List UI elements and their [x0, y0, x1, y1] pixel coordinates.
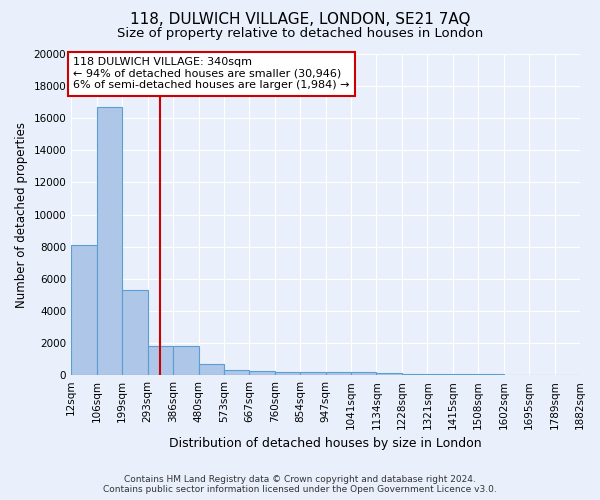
Bar — [250, 371, 275, 375]
Bar — [351, 372, 376, 375]
Text: Contains HM Land Registry data © Crown copyright and database right 2024.
Contai: Contains HM Land Registry data © Crown c… — [103, 474, 497, 494]
Bar — [173, 346, 199, 375]
Bar — [71, 245, 97, 375]
Y-axis label: Number of detached properties: Number of detached properties — [15, 122, 28, 308]
Bar — [376, 374, 402, 375]
Text: 118 DULWICH VILLAGE: 340sqm
← 94% of detached houses are smaller (30,946)
6% of : 118 DULWICH VILLAGE: 340sqm ← 94% of det… — [73, 57, 350, 90]
Bar — [427, 374, 453, 375]
Bar — [402, 374, 427, 375]
Bar — [300, 372, 326, 375]
Text: Size of property relative to detached houses in London: Size of property relative to detached ho… — [117, 28, 483, 40]
X-axis label: Distribution of detached houses by size in London: Distribution of detached houses by size … — [169, 437, 482, 450]
Bar — [326, 372, 351, 375]
Bar — [148, 346, 173, 375]
Bar — [224, 370, 250, 375]
Bar — [199, 364, 224, 375]
Bar — [275, 372, 300, 375]
Bar — [478, 374, 504, 375]
Text: 118, DULWICH VILLAGE, LONDON, SE21 7AQ: 118, DULWICH VILLAGE, LONDON, SE21 7AQ — [130, 12, 470, 28]
Bar — [122, 290, 148, 375]
Bar — [453, 374, 478, 375]
Bar — [97, 107, 122, 375]
